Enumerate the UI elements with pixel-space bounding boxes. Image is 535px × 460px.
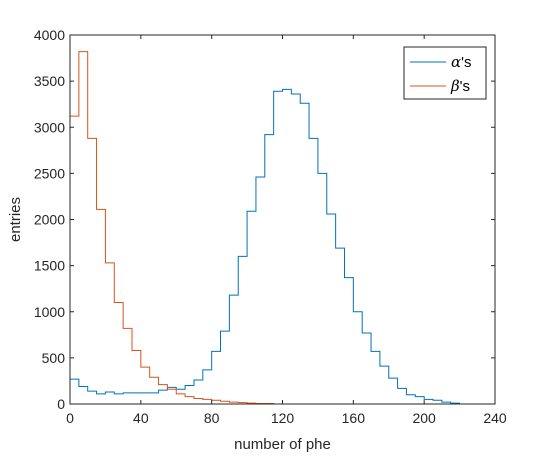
y-tick-label: 1000 bbox=[34, 304, 65, 320]
y-tick-label: 2000 bbox=[34, 212, 65, 228]
x-tick-label: 200 bbox=[412, 410, 436, 426]
x-tick-label: 0 bbox=[66, 410, 74, 426]
legend-symbol: β bbox=[450, 77, 460, 95]
x-tick-label: 80 bbox=[204, 410, 220, 426]
y-tick-label: 500 bbox=[42, 350, 66, 366]
legend-label-1: β's bbox=[450, 77, 470, 95]
y-tick-label: 2500 bbox=[34, 165, 65, 181]
y-tick-label: 0 bbox=[57, 396, 65, 412]
legend-box bbox=[403, 46, 487, 100]
y-axis-label: entries bbox=[7, 197, 24, 242]
x-tick-label: 160 bbox=[342, 410, 366, 426]
x-axis-label: number of phe bbox=[234, 436, 331, 453]
legend-label-0: α's bbox=[451, 53, 472, 71]
x-tick-label: 120 bbox=[271, 410, 295, 426]
series-line-0 bbox=[69, 88, 495, 405]
legend: α'sβ's bbox=[403, 46, 487, 100]
legend-items: α'sβ's bbox=[410, 53, 472, 95]
y-tick-label: 3000 bbox=[34, 119, 65, 135]
legend-suffix: 's bbox=[460, 78, 470, 95]
y-tick-label: 3500 bbox=[34, 73, 65, 89]
x-tick-label: 40 bbox=[133, 410, 149, 426]
legend-symbol: α bbox=[451, 53, 461, 71]
ticks-layer: 0 40 80 120 160 200 240 0 500 1000 1500 2000 2500 300… bbox=[34, 27, 507, 426]
y-tick-label: 4000 bbox=[34, 27, 65, 43]
legend-suffix: 's bbox=[461, 54, 471, 71]
x-tick-label: 240 bbox=[483, 410, 507, 426]
y-tick-label: 1500 bbox=[34, 258, 65, 274]
